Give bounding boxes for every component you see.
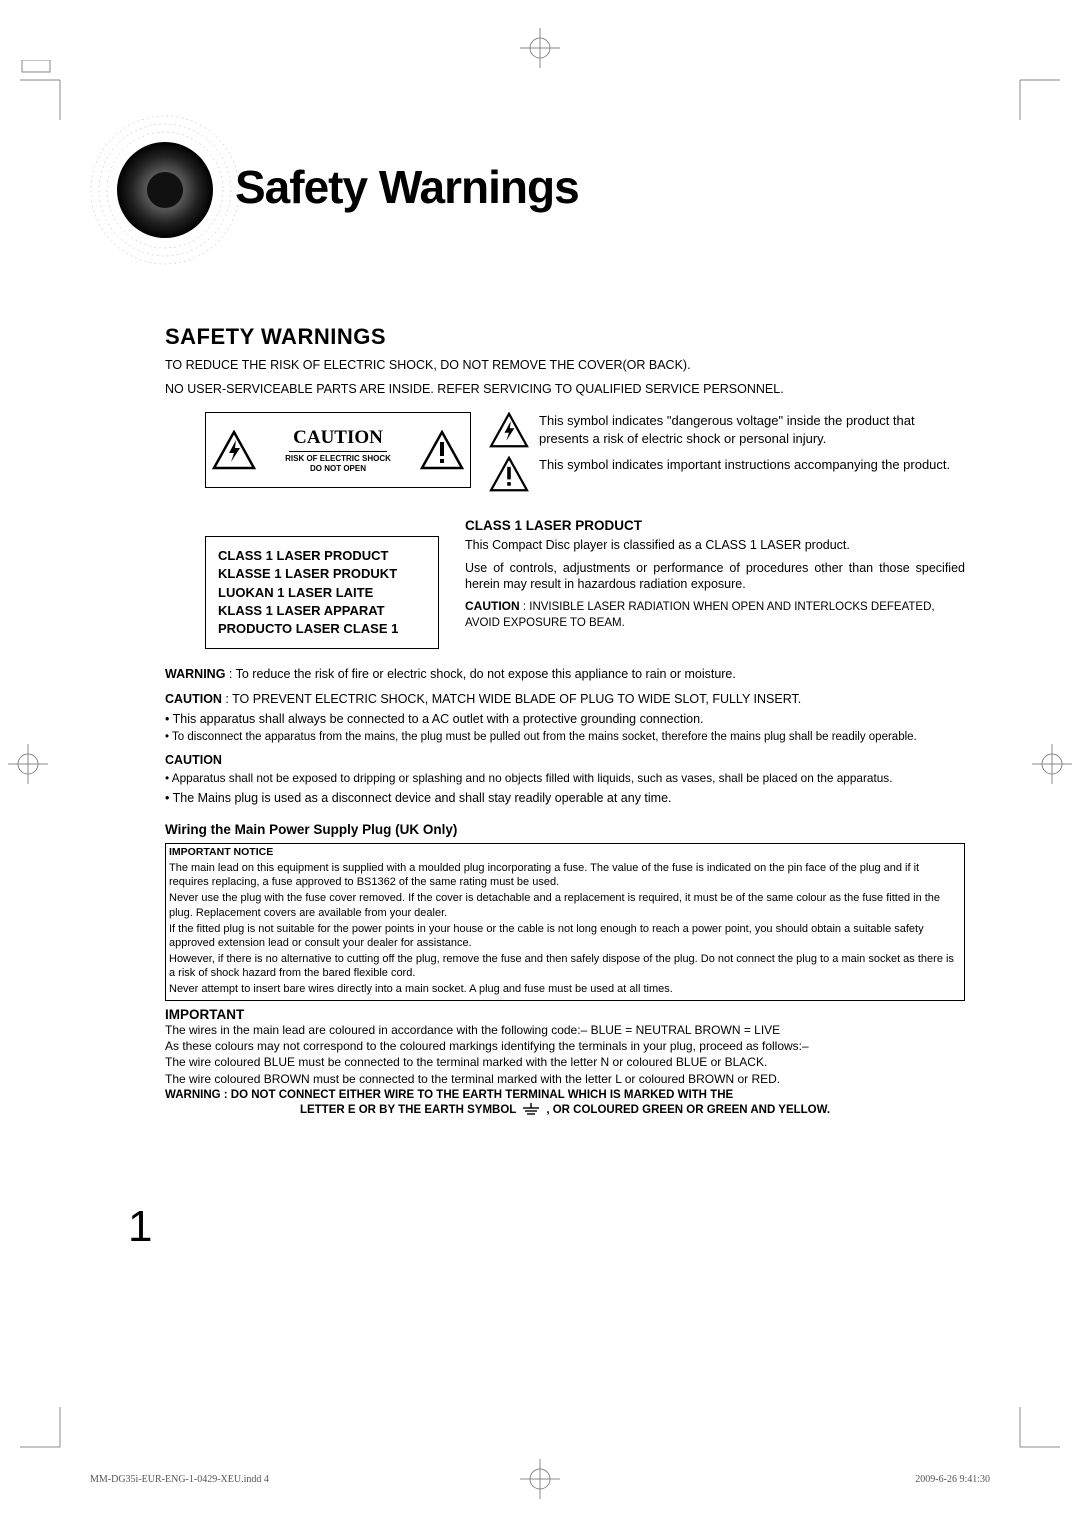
intro-line-2: NO USER-SERVICEABLE PARTS ARE INSIDE. RE… <box>165 380 965 398</box>
bullet-4: • The Mains plug is used as a disconnect… <box>165 789 965 808</box>
important-p1: The wires in the main lead are coloured … <box>165 1022 965 1038</box>
important-p4: The wire coloured BROWN must be connecte… <box>165 1071 965 1087</box>
caution-line: CAUTION : TO PREVENT ELECTRIC SHOCK, MAT… <box>165 690 965 709</box>
laser-line: KLASSE 1 LASER PRODUKT <box>218 565 426 583</box>
important-p3: The wire coloured BLUE must be connected… <box>165 1054 965 1070</box>
laser-class-box: CLASS 1 LASER PRODUCT KLASSE 1 LASER PRO… <box>205 536 439 649</box>
important-heading: IMPORTANT <box>165 1007 965 1022</box>
laser-p2: Use of controls, adjustments or performa… <box>465 560 965 593</box>
symbol-1-text: This symbol indicates "dangerous voltage… <box>539 412 965 448</box>
laser-line: LUOKAN 1 LASER LAITE <box>218 584 426 602</box>
notice-p1: The main lead on this equipment is suppl… <box>169 861 961 889</box>
registration-mark-top <box>520 28 560 68</box>
section-heading: SAFETY WARNINGS <box>165 324 965 350</box>
intro-line-1: TO REDUCE THE RISK OF ELECTRIC SHOCK, DO… <box>165 356 965 374</box>
earth-symbol-icon <box>520 1103 542 1117</box>
laser-heading: CLASS 1 LASER PRODUCT <box>465 518 965 533</box>
bullet-2: • To disconnect the apparatus from the m… <box>165 729 965 746</box>
shock-triangle-icon <box>212 430 256 470</box>
notice-p5: Never attempt to insert bare wires direc… <box>169 982 961 996</box>
footer-filename: MM-DG35i-EUR-ENG-1-0429-XEU.indd 4 <box>90 1474 269 1485</box>
warning-line: WARNING : To reduce the risk of fire or … <box>165 665 965 684</box>
caution-box: CAUTION RISK OF ELECTRIC SHOCK DO NOT OP… <box>205 412 471 488</box>
exclaim-triangle-icon <box>489 456 529 492</box>
notice-p3: If the fitted plug is not suitable for t… <box>169 922 961 950</box>
bullet-1: • This apparatus shall always be connect… <box>165 710 965 729</box>
laser-line: PRODUCTO LASER CLASE 1 <box>218 620 426 638</box>
footer-timestamp: 2009-6-26 9:41:30 <box>915 1474 990 1485</box>
final-warning-1: WARNING : DO NOT CONNECT EITHER WIRE TO … <box>165 1088 965 1104</box>
important-p2: As these colours may not correspond to t… <box>165 1038 965 1054</box>
caution-label-2: CAUTION <box>165 751 965 770</box>
notice-p4: However, if there is no alternative to c… <box>169 952 961 980</box>
notice-p2: Never use the plug with the fuse cover r… <box>169 891 961 919</box>
page-title: Safety Warnings <box>235 160 965 214</box>
exclaim-triangle-icon <box>420 430 464 470</box>
important-notice-box: IMPORTANT NOTICE The main lead on this e… <box>165 843 965 1001</box>
registration-mark-right <box>1032 744 1072 784</box>
laser-line: CLASS 1 LASER PRODUCT <box>218 547 426 565</box>
caution-sub-1: RISK OF ELECTRIC SHOCK <box>256 454 420 464</box>
final-warning-2: LETTER E OR BY THE EARTH SYMBOL , OR COL… <box>165 1103 965 1117</box>
laser-caution: CAUTION : INVISIBLE LASER RADIATION WHEN… <box>465 598 965 631</box>
bullet-3: • Apparatus shall not be exposed to drip… <box>165 770 965 788</box>
laser-p1: This Compact Disc player is classified a… <box>465 537 965 553</box>
page-number: 1 <box>128 1202 152 1252</box>
registration-mark-bottom <box>520 1459 560 1499</box>
shock-triangle-icon <box>489 412 529 448</box>
wiring-heading: Wiring the Main Power Supply Plug (UK On… <box>165 822 965 837</box>
symbol-2-text: This symbol indicates important instruct… <box>539 456 950 492</box>
laser-line: KLASS 1 LASER APPARAT <box>218 602 426 620</box>
notice-heading: IMPORTANT NOTICE <box>169 846 961 859</box>
caution-sub-2: DO NOT OPEN <box>256 464 420 474</box>
registration-mark-left <box>8 744 48 784</box>
caution-word: CAUTION <box>289 427 387 452</box>
